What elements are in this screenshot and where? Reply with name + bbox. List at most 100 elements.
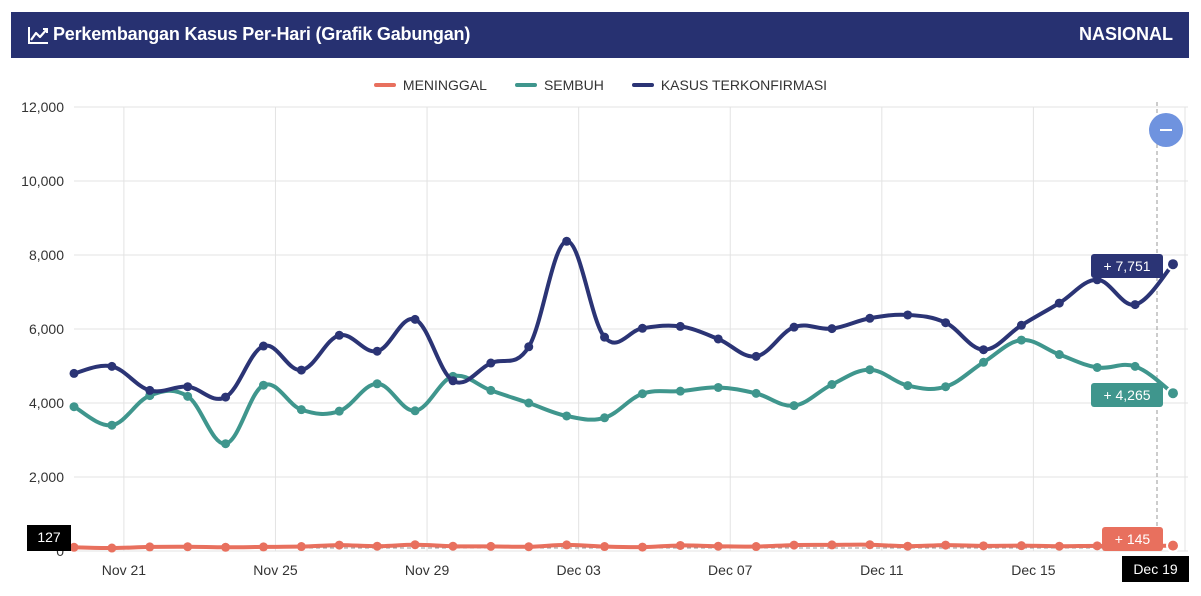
data-point-meninggal xyxy=(751,542,761,552)
data-point-kasus-terkonfirmasi xyxy=(372,346,382,356)
data-point-kasus-terkonfirmasi xyxy=(524,342,534,352)
data-point-kasus-terkonfirmasi xyxy=(979,345,989,355)
data-point-kasus-terkonfirmasi xyxy=(183,382,193,392)
data-point-kasus-terkonfirmasi xyxy=(258,341,268,351)
reset-zoom-button[interactable] xyxy=(1149,113,1183,147)
data-point-sembuh xyxy=(751,388,761,398)
data-point-sembuh xyxy=(1092,362,1102,372)
crosshair-y-label: 127 xyxy=(27,525,71,551)
data-point-sembuh xyxy=(865,365,875,375)
legend-label: KASUS TERKONFIRMASI xyxy=(660,77,828,93)
data-point-meninggal xyxy=(713,541,723,551)
series-line-sembuh xyxy=(72,338,1175,446)
legend-item-meninggal[interactable]: MENINGGAL xyxy=(373,77,487,93)
data-point-kasus-terkonfirmasi xyxy=(941,318,951,328)
chart-title: Perkembangan Kasus Per-Hari (Grafik Gabu… xyxy=(53,24,471,44)
legend-label: SEMBUH xyxy=(543,77,604,93)
data-point-sembuh xyxy=(296,405,306,415)
data-point-meninggal xyxy=(1054,541,1064,551)
data-point-meninggal xyxy=(827,540,837,550)
data-point-sembuh xyxy=(524,398,534,408)
series-line-meninggal xyxy=(73,542,1174,551)
data-point-meninggal xyxy=(903,541,913,551)
data-point-meninggal xyxy=(1166,538,1180,553)
data-point-kasus-terkonfirmasi xyxy=(789,322,799,332)
y-tick-label: 6,000 xyxy=(29,321,64,337)
series-line-kasus-terkonfirmasi xyxy=(73,239,1175,401)
legend-item-sembuh[interactable]: SEMBUH xyxy=(514,77,604,93)
y-tick-label: 10,000 xyxy=(21,173,64,189)
legend-swatch xyxy=(373,83,396,87)
data-point-sembuh xyxy=(600,413,610,423)
data-point-kasus-terkonfirmasi xyxy=(1054,298,1064,308)
x-tick-label: Dec 07 xyxy=(708,562,753,578)
data-point-kasus-terkonfirmasi xyxy=(1016,320,1026,330)
data-point-sembuh xyxy=(221,439,231,449)
data-point-kasus-terkonfirmasi xyxy=(296,365,306,375)
chart-header: Perkembangan Kasus Per-Hari (Grafik Gabu… xyxy=(11,12,1189,58)
data-point-meninggal xyxy=(675,540,685,550)
data-point-kasus-terkonfirmasi xyxy=(1130,300,1140,310)
data-point-kasus-terkonfirmasi xyxy=(1166,257,1180,272)
data-point-meninggal xyxy=(221,542,231,552)
data-point-meninggal xyxy=(865,540,875,550)
data-point-sembuh xyxy=(1016,335,1026,345)
data-point-meninggal xyxy=(637,542,647,552)
data-point-kasus-terkonfirmasi xyxy=(713,334,723,344)
data-point-sembuh xyxy=(1166,386,1180,401)
data-point-kasus-terkonfirmasi xyxy=(637,323,647,333)
data-point-sembuh xyxy=(941,382,951,392)
data-point-sembuh xyxy=(183,391,193,401)
data-point-meninggal xyxy=(1092,541,1102,551)
data-point-meninggal xyxy=(145,542,155,552)
tooltip-recovered: + 4,265 xyxy=(1091,383,1163,407)
line-chart-icon xyxy=(28,27,48,44)
y-tick-label: 4,000 xyxy=(29,395,64,411)
data-point-kasus-terkonfirmasi xyxy=(562,236,572,246)
y-tick-label: 0 xyxy=(56,543,64,559)
data-point-sembuh xyxy=(827,380,837,389)
data-point-kasus-terkonfirmasi xyxy=(334,330,344,340)
data-point-kasus-terkonfirmasi xyxy=(448,376,458,386)
data-point-kasus-terkonfirmasi xyxy=(827,324,837,334)
minus-icon xyxy=(1160,129,1172,131)
data-point-meninggal xyxy=(789,540,799,550)
data-point-meninggal xyxy=(979,541,989,551)
data-point-meninggal xyxy=(448,541,458,551)
x-tick-label: Dec 03 xyxy=(556,562,601,578)
data-point-kasus-terkonfirmasi xyxy=(865,313,875,323)
x-tick-label: Nov 21 xyxy=(102,562,147,578)
y-tick-label: 2,000 xyxy=(29,469,64,485)
y-tick-label: 8,000 xyxy=(29,247,64,263)
data-point-meninggal xyxy=(562,540,572,550)
data-point-sembuh xyxy=(637,389,647,399)
data-point-sembuh xyxy=(979,357,989,367)
data-point-meninggal xyxy=(258,542,268,552)
data-point-kasus-terkonfirmasi xyxy=(107,361,117,371)
x-tick-label: Dec 15 xyxy=(1011,562,1056,578)
data-point-sembuh xyxy=(410,406,420,416)
data-point-kasus-terkonfirmasi xyxy=(145,385,155,395)
legend-swatch xyxy=(514,83,537,87)
x-tick-label: Nov 29 xyxy=(405,562,450,578)
data-point-kasus-terkonfirmasi xyxy=(751,351,761,361)
data-point-sembuh xyxy=(486,385,496,395)
legend-label: MENINGGAL xyxy=(402,77,487,93)
legend-item-kasus-terkonfirmasi[interactable]: KASUS TERKONFIRMASI xyxy=(631,77,828,93)
data-point-sembuh xyxy=(713,382,723,392)
data-point-kasus-terkonfirmasi xyxy=(600,332,610,342)
tooltip-confirmed: + 7,751 xyxy=(1091,254,1163,278)
data-point-kasus-terkonfirmasi xyxy=(675,321,685,331)
data-point-sembuh xyxy=(789,401,799,411)
scope-label: NASIONAL xyxy=(1079,24,1173,44)
x-tick-label: Nov 25 xyxy=(253,562,298,578)
data-point-kasus-terkonfirmasi xyxy=(486,358,496,368)
data-point-sembuh xyxy=(1130,361,1140,371)
data-point-meninggal xyxy=(410,540,420,550)
data-point-meninggal xyxy=(372,541,382,551)
data-point-sembuh xyxy=(903,381,913,391)
data-point-meninggal xyxy=(296,542,306,552)
data-point-sembuh xyxy=(372,379,382,389)
data-point-meninggal xyxy=(334,540,344,550)
